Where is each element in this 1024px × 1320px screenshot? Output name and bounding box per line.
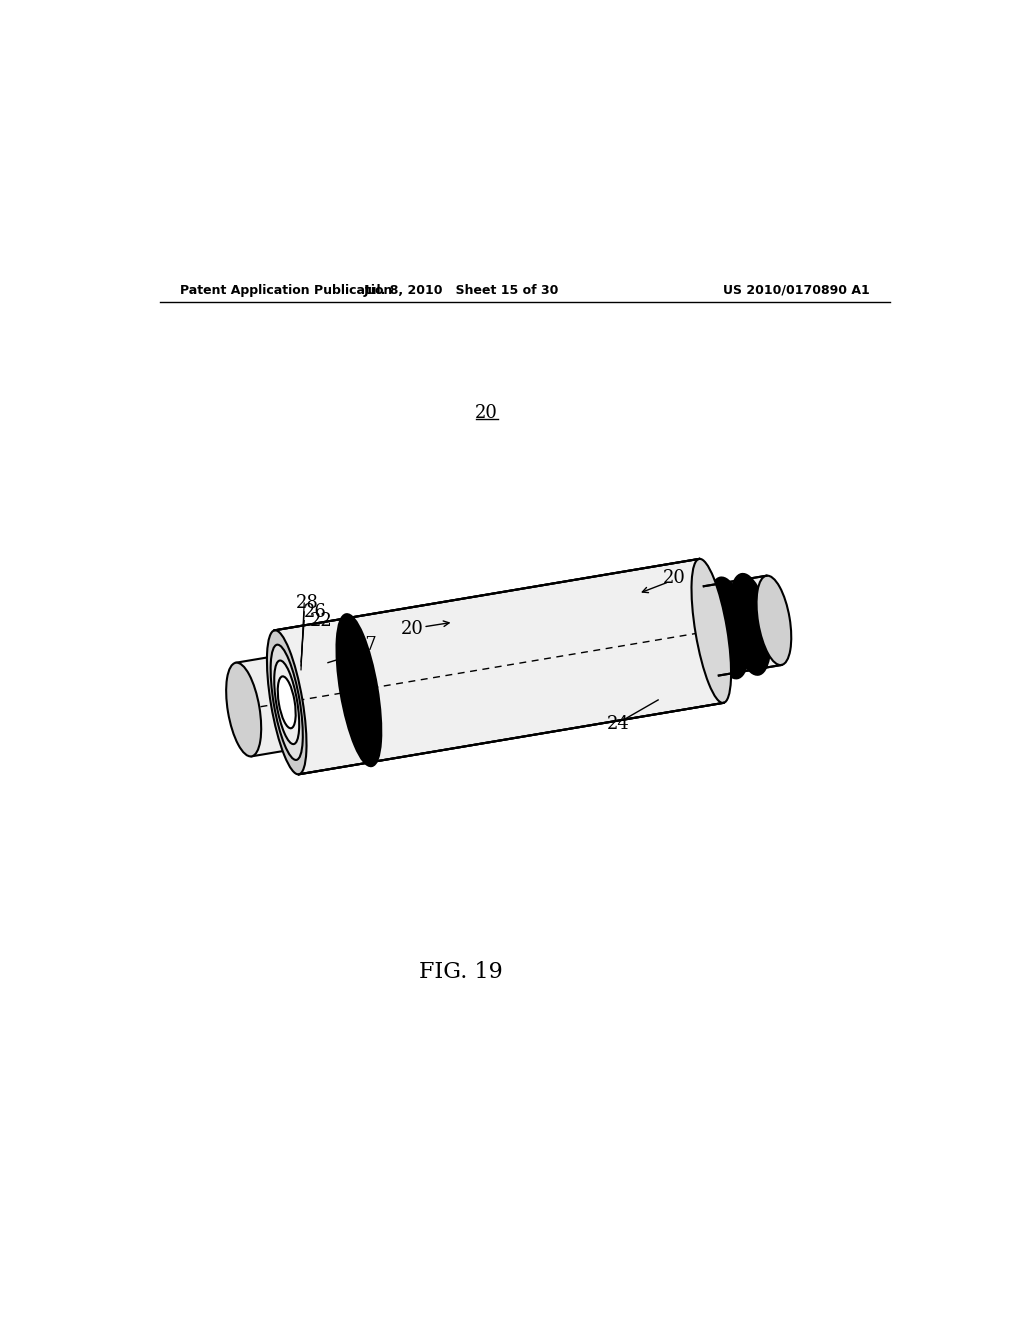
Text: 22: 22 bbox=[310, 611, 333, 630]
Ellipse shape bbox=[337, 615, 381, 766]
Polygon shape bbox=[236, 656, 295, 756]
Polygon shape bbox=[274, 558, 723, 775]
Text: 24: 24 bbox=[607, 714, 630, 733]
Text: 20: 20 bbox=[475, 404, 498, 421]
Text: 20: 20 bbox=[400, 619, 424, 638]
Polygon shape bbox=[703, 576, 781, 676]
Text: 27: 27 bbox=[354, 636, 378, 655]
Text: 28: 28 bbox=[296, 594, 318, 612]
Ellipse shape bbox=[278, 676, 296, 729]
Text: Patent Application Publication: Patent Application Publication bbox=[179, 284, 392, 297]
Text: 26: 26 bbox=[303, 603, 327, 620]
Text: FIG. 19: FIG. 19 bbox=[420, 961, 503, 983]
Ellipse shape bbox=[730, 574, 770, 675]
Text: 20: 20 bbox=[663, 569, 685, 586]
Ellipse shape bbox=[757, 576, 792, 665]
Ellipse shape bbox=[691, 558, 731, 704]
Ellipse shape bbox=[267, 630, 306, 775]
Ellipse shape bbox=[226, 663, 261, 756]
Text: US 2010/0170890 A1: US 2010/0170890 A1 bbox=[723, 284, 870, 297]
Ellipse shape bbox=[274, 660, 299, 744]
Ellipse shape bbox=[270, 644, 303, 760]
Text: Jul. 8, 2010   Sheet 15 of 30: Jul. 8, 2010 Sheet 15 of 30 bbox=[364, 284, 559, 297]
Ellipse shape bbox=[709, 578, 749, 678]
